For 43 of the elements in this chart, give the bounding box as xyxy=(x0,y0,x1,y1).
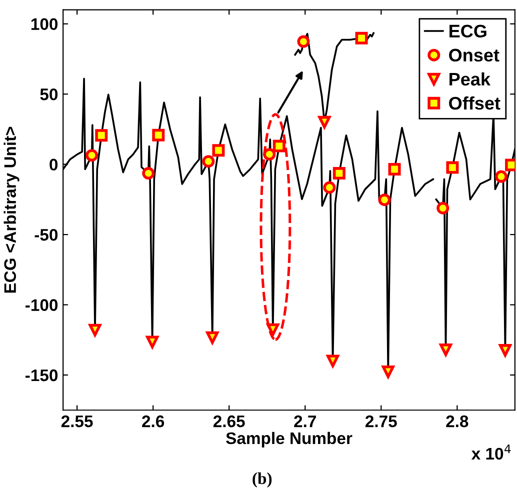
y-tick-label: 100 xyxy=(31,18,58,30)
legend-label: ECG xyxy=(450,24,486,38)
x-tick-label: 2.8 xyxy=(446,415,468,428)
point xyxy=(446,161,459,174)
legend-label: Onset xyxy=(449,48,500,62)
point xyxy=(202,155,215,168)
point xyxy=(142,167,155,180)
y-tick-label: -50 xyxy=(34,228,58,241)
x-tick-label: 2.7 xyxy=(294,415,316,428)
point xyxy=(388,162,401,176)
point xyxy=(297,35,310,48)
point xyxy=(146,336,159,348)
point xyxy=(86,149,98,162)
y-tick-label: -100 xyxy=(26,299,58,311)
point xyxy=(494,170,508,183)
point xyxy=(88,324,102,336)
point xyxy=(95,129,108,142)
x-tick-label: 2.55 xyxy=(61,415,93,428)
text: (b) xyxy=(252,472,272,488)
point xyxy=(152,128,165,142)
legend-label: Offset xyxy=(449,96,500,110)
y-tick-label: -150 xyxy=(26,369,58,382)
point xyxy=(272,140,286,152)
point xyxy=(326,354,340,368)
point xyxy=(436,202,450,214)
point xyxy=(498,344,512,357)
point xyxy=(263,148,276,161)
y-tick-label: 0 xyxy=(50,158,58,171)
point xyxy=(355,32,368,44)
legend-label: Peak xyxy=(450,72,491,86)
x-axis-title: Sample Number xyxy=(226,432,352,448)
point xyxy=(332,167,346,180)
point xyxy=(212,144,225,157)
x-tick-label: 2.65 xyxy=(213,415,245,428)
text: x 10$^{4}$ xyxy=(471,444,511,460)
y-tick-label: 50 xyxy=(40,88,58,100)
point xyxy=(382,366,394,378)
point xyxy=(323,181,336,194)
y-axis-title: ECG <Arbitrary Unit> xyxy=(4,126,20,293)
point xyxy=(378,194,391,206)
x-tick-label: 2.6 xyxy=(142,415,164,428)
point xyxy=(266,323,280,336)
x-tick-label: 2.75 xyxy=(366,415,397,428)
